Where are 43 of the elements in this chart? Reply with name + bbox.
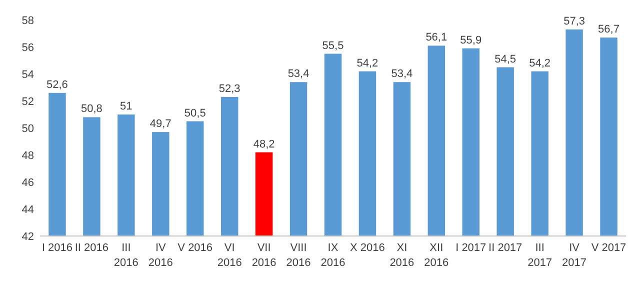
x-tick-label: VIII 2016 xyxy=(286,242,311,269)
data-label: 56,7 xyxy=(598,24,620,36)
y-tick-label: 46 xyxy=(22,176,34,189)
y-tick-label: 58 xyxy=(22,14,34,27)
data-label: 48,2 xyxy=(253,138,275,150)
data-label: 54,5 xyxy=(494,53,516,66)
x-tick-label: V 2016 xyxy=(178,242,213,254)
x-tick-label: XI 2016 xyxy=(390,242,414,269)
x-tick-label: IX 2016 xyxy=(320,242,346,269)
x-tick-label: V 2017 xyxy=(591,242,626,254)
x-tick-label: XII 2016 xyxy=(424,242,449,269)
x-tick-label: I 2016 xyxy=(42,242,73,254)
data-label: 52,3 xyxy=(218,82,240,95)
y-tick-label: 44 xyxy=(22,204,34,216)
x-tick-label: II 2016 xyxy=(74,242,109,254)
y-tick-label: 56 xyxy=(22,42,34,54)
x-tick-label: IV 2016 xyxy=(148,242,173,269)
x-tick-label: VII 2016 xyxy=(252,242,276,269)
data-label: 56,1 xyxy=(426,32,448,44)
data-label: 55,9 xyxy=(460,34,482,46)
data-label: 53,4 xyxy=(288,68,310,80)
data-label: 50,5 xyxy=(184,107,206,120)
data-label: 53,4 xyxy=(391,68,413,80)
data-label: 50,8 xyxy=(80,103,102,116)
x-tick-label: III 2017 xyxy=(528,242,552,269)
data-label: 55,5 xyxy=(322,40,344,52)
x-tick-label: I 2017 xyxy=(456,242,486,254)
y-tick-label: 50 xyxy=(22,122,34,135)
data-label: 57,3 xyxy=(564,15,586,28)
y-tick-label: 42 xyxy=(22,230,34,243)
data-label: 54,2 xyxy=(356,57,378,70)
data-label: 51 xyxy=(120,100,132,112)
x-tick-label: X 2016 xyxy=(350,242,385,254)
y-tick-label: 52 xyxy=(22,96,34,108)
x-tick-label: VI 2016 xyxy=(217,242,242,269)
x-tick-label: IV 2017 xyxy=(562,242,587,269)
data-label: 49,7 xyxy=(150,118,172,130)
x-tick-label: II 2017 xyxy=(488,242,522,254)
data-label: 52,6 xyxy=(46,78,68,91)
y-tick-label: 54 xyxy=(22,68,34,81)
x-tick-label: III 2016 xyxy=(114,242,138,269)
y-tick-label: 48 xyxy=(22,150,34,162)
data-label: 54,2 xyxy=(529,57,551,70)
